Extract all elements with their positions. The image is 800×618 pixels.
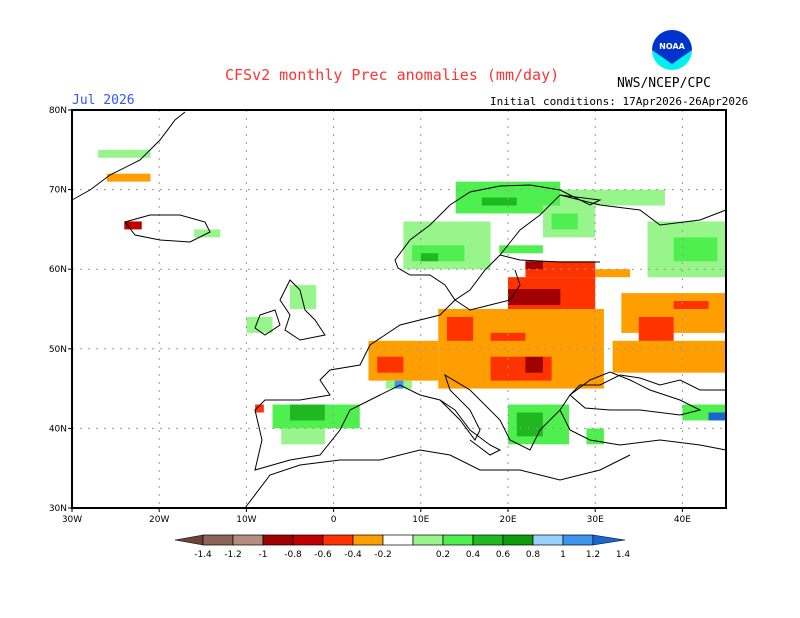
lon-tick-label: 20E: [499, 515, 516, 525]
colorbar-box: [562, 534, 594, 546]
colorbar-label: 1.4: [616, 550, 631, 560]
colorbar-box: [292, 534, 324, 546]
anomaly-cells: [98, 149, 726, 445]
colorbar: -1.4 -1.2 -1 -0.8 -0.6 -0.4 -0.2 0.2 0.4 0.6 0.8 1 1…: [174, 534, 631, 560]
iceland-coast: [124, 214, 211, 243]
anomaly-cell: [708, 412, 726, 421]
lat-tick-label: 80N: [49, 106, 67, 116]
colorbar-label: 1.2: [586, 550, 600, 560]
anomaly-cell: [673, 237, 718, 262]
europe-coast: [254, 299, 726, 471]
anomaly-cell: [290, 285, 317, 309]
colorbar-label: -1: [259, 550, 268, 560]
finland-russia-coast: [499, 194, 727, 263]
anomaly-cell: [481, 197, 517, 206]
colorbar-box: [322, 534, 354, 546]
lat-tick-label: 40N: [49, 424, 67, 434]
coastlines: [71, 111, 727, 509]
anomaly-cell: [281, 428, 325, 445]
anomaly-cell: [577, 269, 631, 278]
anomaly-cell: [508, 289, 561, 306]
colorbar-arrow-low: [174, 534, 204, 546]
lon-tick-label: 40E: [674, 515, 691, 525]
scandinavia-coast: [394, 184, 602, 301]
figure-title: CFSv2 monthly Prec anomalies (mm/day): [225, 66, 560, 84]
colorbar-label: -1.2: [224, 550, 242, 560]
colorbar-box: [352, 534, 384, 546]
italy-coast: [439, 399, 502, 456]
lon-tick-label: 10W: [236, 515, 256, 525]
colorbar-box: [532, 534, 564, 546]
anomaly-cell: [394, 380, 404, 389]
colorbar-label: 0.2: [436, 550, 450, 560]
colorbar-box: [442, 534, 474, 546]
lon-tick-label: 30E: [587, 515, 604, 525]
map-frame: [71, 109, 727, 509]
colorbar-label: -0.4: [344, 550, 362, 560]
colorbar-label: 0.8: [526, 550, 541, 560]
anomaly-cell: [551, 213, 578, 230]
organization-label: NWS/NCEP/CPC: [617, 76, 711, 91]
svg-text:NOAA: NOAA: [659, 42, 685, 51]
colorbar-box: [232, 534, 264, 546]
anomaly-cell: [255, 404, 264, 413]
colorbar-label: -0.2: [374, 550, 392, 560]
colorbar-label: 0.4: [466, 550, 481, 560]
lat-tick-label: 30N: [49, 504, 67, 514]
lat-tick-label: 70N: [49, 186, 67, 196]
lat-tick-label: 50N: [49, 345, 67, 355]
target-month: Jul 2026: [72, 93, 135, 108]
anomaly-cell: [525, 356, 543, 373]
initial-conditions: Initial conditions: 17Apr2026-26Apr2026: [490, 95, 749, 108]
lon-tick-label: 0: [331, 515, 337, 525]
anomaly-cell: [490, 332, 526, 341]
anomaly-cell: [673, 301, 709, 309]
anomaly-cell: [525, 261, 543, 270]
anomaly-cell: [420, 253, 439, 262]
colorbar-box: [412, 534, 444, 546]
colorbar-label: -0.8: [284, 550, 302, 560]
colorbar-label: 1: [560, 550, 566, 560]
anomaly-cell: [377, 356, 404, 373]
lon-tick-label: 30W: [62, 515, 82, 525]
anomaly-cell: [106, 173, 151, 182]
colorbar-box: [262, 534, 294, 546]
anomaly-cell: [446, 316, 474, 341]
lon-tick-label: 20W: [149, 515, 169, 525]
colorbar-label: -1.4: [194, 550, 212, 560]
graticule: [72, 110, 726, 508]
anomaly-cell: [638, 316, 674, 341]
colorbar-box: [202, 534, 234, 546]
colorbar-arrow-high: [592, 534, 626, 546]
colorbar-box: [502, 534, 534, 546]
anomaly-cell: [290, 404, 325, 421]
black-sea-coast: [569, 371, 702, 416]
uk-coast: [279, 279, 326, 341]
anomaly-cell: [612, 340, 726, 373]
anomaly-cell: [98, 149, 151, 158]
ireland-coast: [254, 309, 281, 336]
axis-labels: 30W 20W 10W 0 10E 20E 30E 40E 30N 40N 50N 60N 70N 80N: [49, 106, 691, 525]
anomaly-cell: [124, 221, 142, 230]
anomaly-cell: [246, 316, 273, 333]
lon-tick-label: 10E: [412, 515, 429, 525]
lat-tick-label: 60N: [49, 265, 67, 275]
noaa-logo: NOAA: [652, 30, 692, 70]
colorbar-label: -0.6: [314, 550, 332, 560]
anomaly-cell: [516, 412, 543, 437]
baltic-coast: [454, 269, 521, 311]
colorbar-box: [382, 534, 414, 546]
anomaly-cell: [499, 245, 543, 254]
colorbar-box: [472, 534, 504, 546]
turkey-coast: [559, 409, 727, 451]
africa-coast: [244, 449, 631, 509]
greenland-coast: [71, 111, 186, 201]
colorbar-label: 0.6: [496, 550, 511, 560]
